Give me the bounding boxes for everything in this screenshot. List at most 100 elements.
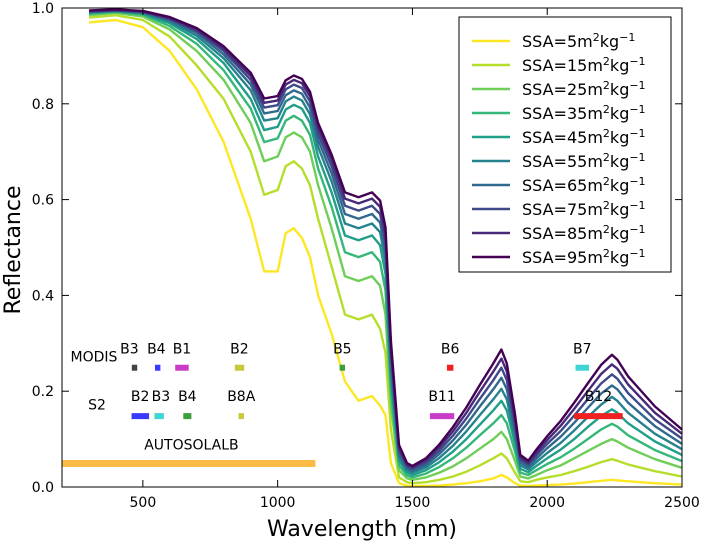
legend-label-part: SSA= xyxy=(522,200,567,219)
legend-box xyxy=(458,16,672,273)
band-label: B5 xyxy=(333,341,352,357)
legend-label-part: −1 xyxy=(629,103,645,116)
band-label: B4 xyxy=(147,341,166,357)
legend-label-ssa-55: SSA=55m2kg−1 xyxy=(522,151,646,171)
legend-label-part: SSA= xyxy=(522,32,567,51)
series-line-ssa-95 xyxy=(88,8,683,468)
legend-label-part: 55 xyxy=(567,152,587,171)
x-tick-label: 2000 xyxy=(529,495,565,511)
band-label: B12 xyxy=(585,389,612,405)
y-tick-label: 0.4 xyxy=(32,288,54,304)
legend-label-part: 95 xyxy=(567,248,587,267)
legend-label-part: SSA= xyxy=(522,224,567,243)
legend-label-part: kg xyxy=(610,200,629,219)
y-tick-label: 0.2 xyxy=(32,384,54,400)
band-label: B2 xyxy=(230,341,249,357)
legend-label-part: m xyxy=(587,224,603,243)
legend-label-part: −1 xyxy=(629,79,645,92)
legend-label-part: m xyxy=(587,176,603,195)
legend-label-part: 5 xyxy=(567,32,577,51)
band-label: B3 xyxy=(152,389,171,405)
series-line-ssa-5 xyxy=(88,18,683,488)
legend-label-part: kg xyxy=(610,56,629,75)
legend-label-part: kg xyxy=(610,80,629,99)
legend-label-part: 2 xyxy=(603,151,610,164)
series-line-ssa-65 xyxy=(88,9,683,472)
legend-label-part: kg xyxy=(610,248,629,267)
legend-label-part: −1 xyxy=(629,151,645,164)
autosolalb-label: AUTOSOLALB xyxy=(144,438,238,454)
legend-label-part: m xyxy=(587,80,603,99)
legend-label-part: 2 xyxy=(603,175,610,188)
legend-label-part: 15 xyxy=(567,56,587,75)
legend-label-part: m xyxy=(587,128,603,147)
legend-label-part: kg xyxy=(600,32,619,51)
legend-label-part: 85 xyxy=(567,224,587,243)
instrument-label-modis: MODIS xyxy=(71,350,118,366)
band-label: B7 xyxy=(573,341,592,357)
legend-label-part: −1 xyxy=(629,127,645,140)
legend-label-part: 2 xyxy=(603,55,610,68)
legend-label-part: 2 xyxy=(603,79,610,92)
legend-label-part: 75 xyxy=(567,200,587,219)
series-line-ssa-25 xyxy=(88,11,683,481)
x-tick-label: 2500 xyxy=(664,495,700,511)
legend-label-part: 45 xyxy=(567,128,587,147)
legend-label-part: kg xyxy=(610,224,629,243)
legend-label-part: 2 xyxy=(603,127,610,140)
y-tick-label: 0.0 xyxy=(32,480,54,496)
band-label: B8A xyxy=(227,389,256,405)
legend-label-ssa-45: SSA=45m2kg−1 xyxy=(522,127,646,147)
legend-label-part: m xyxy=(587,248,603,267)
plot-frame xyxy=(61,7,683,488)
band-label: B3 xyxy=(120,341,139,357)
legend-label-part: −1 xyxy=(629,247,645,260)
legend-label-part: 2 xyxy=(603,103,610,116)
legend-label-ssa-35: SSA=35m2kg−1 xyxy=(522,103,646,123)
series-line-ssa-35 xyxy=(88,10,683,479)
legend-label-part: SSA= xyxy=(522,248,567,267)
series-line-ssa-85 xyxy=(88,8,683,469)
legend-label-ssa-25: SSA=25m2kg−1 xyxy=(522,79,646,99)
legend: SSA=5m2kg−1SSA=15m2kg−1SSA=25m2kg−1SSA=3… xyxy=(458,16,672,273)
legend-label-part: SSA= xyxy=(522,176,567,195)
legend-label-part: 35 xyxy=(567,104,587,123)
series-line-ssa-15 xyxy=(88,13,683,485)
y-tick-label: 0.8 xyxy=(32,97,54,113)
legend-label-part: SSA= xyxy=(522,56,567,75)
legend-label-part: SSA= xyxy=(522,152,567,171)
legend-label-part: kg xyxy=(610,104,629,123)
x-tick-label: 1500 xyxy=(395,495,431,511)
legend-label-ssa-65: SSA=65m2kg−1 xyxy=(522,175,646,195)
legend-label-part: SSA= xyxy=(522,104,567,123)
series-line-ssa-45 xyxy=(88,10,683,477)
legend-label-part: m xyxy=(587,56,603,75)
band-label: B1 xyxy=(173,341,192,357)
band-label: B2 xyxy=(131,389,150,405)
legend-label-part: 2 xyxy=(603,199,610,212)
legend-label-part: kg xyxy=(610,128,629,147)
legend-label-part: 2 xyxy=(593,31,600,44)
legend-label-part: −1 xyxy=(629,199,645,212)
band-label: B11 xyxy=(428,389,455,405)
legend-label-part: 25 xyxy=(567,80,587,99)
band-label: B6 xyxy=(441,341,460,357)
legend-label-part: m xyxy=(577,32,593,51)
legend-label-part: m xyxy=(587,152,603,171)
legend-label-part: −1 xyxy=(619,31,635,44)
legend-label-part: kg xyxy=(610,176,629,195)
series-line-ssa-75 xyxy=(88,9,683,470)
y-tick-label: 0.6 xyxy=(32,193,54,209)
legend-label-part: SSA= xyxy=(522,80,567,99)
legend-label-part: −1 xyxy=(629,55,645,68)
legend-label-part: 65 xyxy=(567,176,587,195)
legend-label-part: −1 xyxy=(629,175,645,188)
legend-label-ssa-5: SSA=5m2kg−1 xyxy=(522,31,635,51)
x-axis-label: Wavelength (nm) xyxy=(267,517,457,542)
legend-label-ssa-95: SSA=95m2kg−1 xyxy=(522,247,646,267)
y-axis-label: Reflectance xyxy=(1,185,26,314)
legend-label-part: m xyxy=(587,104,603,123)
